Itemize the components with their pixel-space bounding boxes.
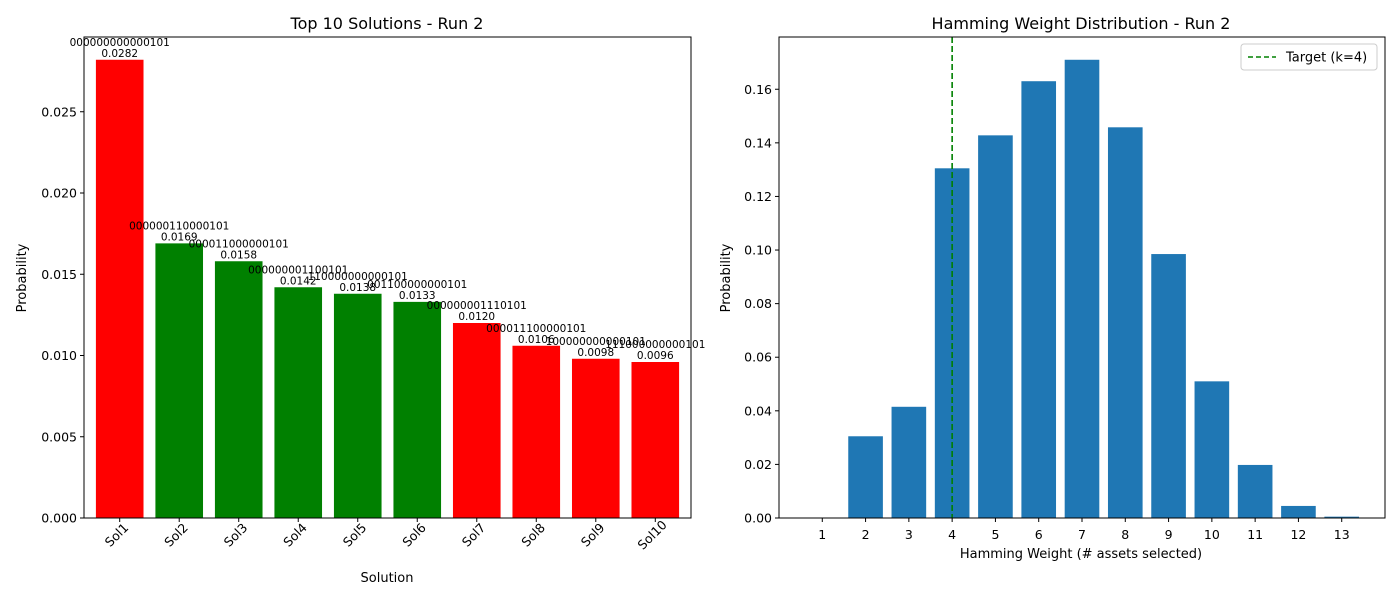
- legend: Target (k=4): [1240, 43, 1378, 71]
- x-axis-ticks: 1 2 3 4 5 6 7 8 9 10 11 12 13: [818, 518, 1350, 542]
- bar-bitstring-label: 000011000000101: [189, 238, 289, 250]
- x-tick-label: Sol1: [102, 520, 132, 550]
- x-tick-label: 4: [948, 527, 956, 542]
- x-tick-label: Sol10: [634, 517, 669, 552]
- bar-bitstring-label: 000000001100101: [248, 264, 348, 276]
- bar-bitstring-label: 111000000000101: [605, 339, 705, 351]
- x-tick-label: 8: [1121, 527, 1129, 542]
- y-axis-ticks: 0.000 0.005 0.010 0.015 0.020 0.025: [41, 104, 84, 526]
- bar-value-label: 0.0138: [339, 282, 376, 294]
- bar-bitstring-label: 001100000000101: [367, 279, 467, 291]
- x-tick-label: 2: [862, 527, 870, 542]
- x-tick-label: Sol8: [518, 520, 548, 550]
- bar-sol8: [512, 345, 561, 518]
- y-tick-label: 0.00: [744, 511, 772, 526]
- bar-bitstring-label: 100000000000101: [546, 336, 646, 348]
- bar-weight-7: [1064, 59, 1100, 518]
- chart-title: Hamming Weight Distribution - Run 2: [932, 14, 1231, 33]
- x-tick-label: 11: [1247, 527, 1263, 542]
- x-tick-label: Sol5: [340, 520, 370, 550]
- x-tick-label: Sol9: [578, 520, 608, 550]
- bar-bitstring-label: 000000001110101: [427, 300, 527, 312]
- bar-weight-9: [1151, 254, 1186, 518]
- bar-weight-13: [1324, 516, 1360, 518]
- y-tick-label: 0.14: [744, 135, 772, 150]
- y-tick-label: 0.06: [744, 350, 772, 365]
- bar-sol10: [631, 362, 680, 518]
- bar-weight-11: [1237, 464, 1273, 518]
- x-tick-label: 13: [1334, 527, 1350, 542]
- legend-box: [1240, 43, 1378, 71]
- bar-sol1: [95, 59, 144, 518]
- x-tick-label: 3: [905, 527, 913, 542]
- y-tick-label: 0.000: [41, 511, 77, 526]
- x-tick-label: 5: [991, 527, 999, 542]
- bars-group: [95, 59, 680, 518]
- bar-bitstring-label: 110000000000101: [308, 271, 408, 283]
- x-tick-label: 10: [1204, 527, 1220, 542]
- bar-weight-8: [1107, 127, 1143, 518]
- y-tick-label: 0.12: [744, 189, 772, 204]
- bar-weight-6: [1021, 81, 1057, 519]
- y-tick-label: 0.04: [744, 403, 772, 418]
- y-tick-label: 0.025: [41, 104, 77, 119]
- x-tick-label: 1: [818, 527, 826, 542]
- bars-group: [848, 59, 1360, 519]
- bar-sol3: [214, 261, 263, 518]
- bar-sol4: [274, 287, 323, 518]
- bar-value-label: 0.0133: [399, 290, 436, 302]
- bar-weight-3: [891, 406, 927, 518]
- bar-weight-12: [1281, 505, 1316, 518]
- bar-bitstring-label: 000000110000101: [129, 220, 229, 232]
- x-tick-label: 6: [1035, 527, 1043, 542]
- y-tick-label: 0.005: [41, 429, 77, 444]
- x-tick-label: Sol4: [280, 520, 310, 550]
- legend-target-label: Target (k=4): [1285, 51, 1367, 66]
- y-tick-label: 0.02: [744, 457, 772, 472]
- bar-value-label: 0.0158: [220, 249, 257, 261]
- bar-value-label: 0.0106: [518, 334, 555, 346]
- bar-sol9: [571, 358, 620, 518]
- bar-sol7: [452, 323, 501, 518]
- bar-sol5: [333, 293, 382, 518]
- x-axis-ticks: Sol1 Sol2 Sol3 Sol4 Sol5 Sol6 Sol7 Sol8 Sol9 Sol1…: [102, 517, 670, 552]
- bar-value-label: 0.0096: [637, 350, 674, 362]
- y-tick-label: 0.08: [744, 296, 772, 311]
- bar-weight-5: [978, 135, 1013, 518]
- bar-sol6: [393, 301, 442, 518]
- x-tick-label: 9: [1165, 527, 1173, 542]
- y-tick-label: 0.015: [41, 267, 77, 282]
- x-tick-label: 12: [1290, 527, 1306, 542]
- plot-frame: [83, 36, 692, 519]
- y-axis-label: Probability: [15, 243, 30, 312]
- bar-sol2: [155, 243, 204, 518]
- y-tick-label: 0.020: [41, 186, 77, 201]
- y-axis-ticks: 0.00 0.02 0.04 0.06 0.08 0.10 0.12 0.14 0.16: [744, 82, 779, 526]
- x-tick-label: Sol6: [399, 520, 429, 550]
- bar-value-label: 0.0098: [577, 347, 614, 359]
- bar-weight-2: [848, 436, 883, 518]
- x-tick-label: 7: [1078, 527, 1086, 542]
- y-axis-label: Probability: [719, 243, 734, 312]
- bar-value-label: 0.0142: [280, 275, 317, 287]
- bar-value-label: 0.0120: [458, 311, 495, 323]
- chart-title: Top 10 Solutions - Run 2: [290, 14, 484, 33]
- x-axis-label: Solution: [361, 571, 414, 586]
- bar-bitstring-label: 000011100000101: [486, 323, 586, 335]
- hamming-weight-chart: Hamming Weight Distribution - Run 2 0.00…: [719, 14, 1386, 562]
- bar-bitstring-label: 000000000000101: [70, 37, 170, 49]
- y-tick-label: 0.16: [744, 82, 772, 97]
- x-axis-label: Hamming Weight (# assets selected): [960, 547, 1202, 562]
- bar-value-label: 0.0282: [101, 48, 138, 60]
- x-tick-label: Sol2: [161, 520, 191, 550]
- top-solutions-chart: Top 10 Solutions - Run 2 0.0282000000000…: [15, 14, 705, 586]
- bar-weight-10: [1194, 381, 1230, 518]
- y-tick-label: 0.010: [41, 348, 77, 363]
- bar-value-label: 0.0169: [161, 231, 198, 243]
- y-tick-label: 0.10: [744, 243, 772, 258]
- x-tick-label: Sol3: [221, 520, 251, 550]
- x-tick-label: Sol7: [459, 520, 489, 550]
